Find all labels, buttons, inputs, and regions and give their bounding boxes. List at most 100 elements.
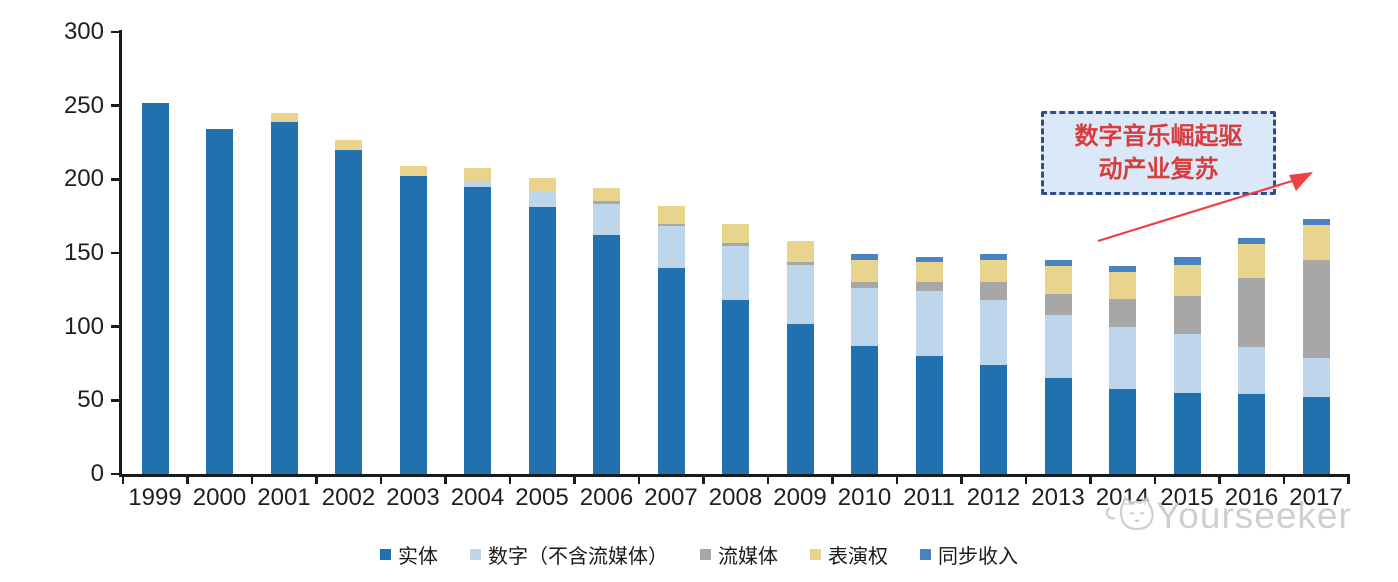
bar-segment-2000 (206, 129, 233, 474)
x-axis-tick (702, 476, 705, 484)
y-axis-tick (111, 251, 120, 255)
bar-segment-2006 (593, 204, 620, 236)
bar-segment-2011 (915, 291, 943, 357)
x-axis-tick (766, 476, 769, 484)
bar-segment-2017 (1302, 225, 1330, 261)
bar-segment-2004 (464, 186, 491, 474)
annotation-text-line1: 数字音乐崛起驱 (1074, 123, 1243, 150)
bar-segment-2017 (1302, 357, 1330, 398)
bar-segment-2006 (593, 201, 620, 205)
x-axis-year-label: 2003 (386, 484, 440, 511)
y-axis-tick (111, 399, 120, 402)
bar-segment-2012 (980, 364, 1007, 474)
bar-segment-2012 (980, 254, 1007, 261)
y-axis-tick-label: 200 (63, 165, 104, 193)
bar-segment-2010 (851, 254, 878, 261)
x-axis-tick (186, 476, 189, 484)
x-axis-year-label: 2002 (321, 484, 376, 511)
bar-segment-2015 (1173, 392, 1201, 474)
legend-marker (810, 549, 821, 560)
bar-segment-2012 (980, 300, 1007, 365)
legend-label: 数字（不含流媒体） (488, 546, 668, 568)
bar-segment-2012 (980, 282, 1007, 301)
x-axis-tick (250, 476, 253, 484)
x-axis-year-label: 1999 (128, 484, 182, 511)
bar-segment-2005 (528, 177, 556, 192)
x-axis-year-label: 2008 (708, 484, 763, 511)
bar-segment-2012 (980, 260, 1007, 283)
x-axis-tick (1282, 476, 1285, 484)
legend-label: 流媒体 (718, 546, 778, 568)
bar-segment-2007 (657, 223, 685, 227)
bar-segment-2011 (915, 282, 943, 292)
bar-segment-1999 (141, 102, 169, 474)
x-axis-year-label: 2011 (903, 484, 955, 511)
y-axis-tick-label: 250 (63, 91, 104, 119)
x-axis-line (119, 474, 1350, 477)
bar-segment-2014 (1109, 298, 1136, 327)
x-axis-tick (831, 476, 834, 484)
bar-segment-2008 (722, 223, 749, 243)
x-axis-tick (379, 476, 382, 484)
legend-item: 数字（不含流媒体） (470, 540, 668, 569)
watermark-text: Yourseeker (1156, 495, 1352, 536)
bar-segment-2001 (270, 121, 298, 474)
y-axis-tick (111, 104, 120, 107)
legend-item: 流媒体 (700, 540, 778, 569)
bar-segment-2010 (851, 345, 878, 474)
x-axis-tick (1347, 476, 1350, 484)
legend-item: 表演权 (810, 540, 888, 569)
x-axis-tick (1153, 476, 1156, 484)
bar-segment-2001 (270, 113, 298, 122)
bar-segment-2013 (1044, 294, 1072, 315)
y-axis-tick-label: 50 (77, 386, 104, 414)
bar-segment-2016 (1238, 244, 1265, 279)
bar-segment-2005 (528, 207, 556, 474)
x-axis-year-label: 2015 (1160, 484, 1214, 511)
bar-segment-2015 (1173, 334, 1201, 393)
x-axis-year-label: 2009 (773, 484, 827, 511)
legend-marker (470, 549, 481, 560)
bar-segment-2011 (915, 257, 943, 262)
bar-segment-2017 (1302, 397, 1330, 474)
x-axis-tick (508, 476, 511, 484)
y-axis-tick-label: 300 (63, 18, 104, 45)
x-axis-tick (573, 476, 576, 484)
x-axis-year-label: 2004 (450, 484, 505, 511)
x-axis-year-label: 2006 (579, 484, 634, 511)
bar-segment-2006 (593, 188, 620, 202)
legend-marker (920, 549, 931, 560)
legend-label: 实体 (398, 546, 438, 568)
x-axis-tick (1089, 476, 1092, 484)
y-axis-tick-label: 0 (90, 460, 104, 487)
x-axis-tick (315, 476, 318, 484)
bar-segment-2002 (335, 149, 362, 474)
y-axis-tick-label: 150 (63, 239, 104, 266)
bar-segment-2013 (1044, 314, 1072, 379)
bar-segment-2007 (657, 267, 685, 474)
x-axis-year-label: 2005 (515, 484, 569, 511)
bar-segment-2017 (1302, 219, 1330, 225)
legend-item: 实体 (380, 540, 438, 569)
annotation-callout: 数字音乐崛起驱 动产业复苏 (1041, 111, 1276, 195)
legend: 实体 数字（不含流媒体） 流媒体 表演权 同步收入 (0, 540, 1398, 569)
legend-item: 同步收入 (920, 540, 1018, 569)
bar-segment-2016 (1238, 394, 1265, 474)
bar-segment-2009 (786, 241, 814, 262)
bar-segment-2004 (464, 167, 491, 181)
legend-label: 表演权 (828, 546, 888, 568)
y-axis-tick (111, 178, 120, 181)
y-axis-line (119, 30, 122, 476)
bar-segment-2005 (528, 191, 556, 208)
bar-segment-2002 (335, 139, 362, 150)
bar-segment-2009 (786, 261, 814, 265)
legend-marker (380, 549, 391, 560)
bar-segment-2014 (1109, 266, 1136, 273)
watermark: Yourseeker (1104, 494, 1352, 538)
trend-arrow-icon (1097, 172, 1313, 243)
bar-segment-2014 (1109, 272, 1136, 299)
annotation-text-line2: 动产业复苏 (1098, 156, 1219, 183)
x-axis-tick (637, 476, 640, 484)
bar-segment-2013 (1044, 260, 1072, 267)
x-axis-year-label: 2010 (837, 484, 892, 511)
